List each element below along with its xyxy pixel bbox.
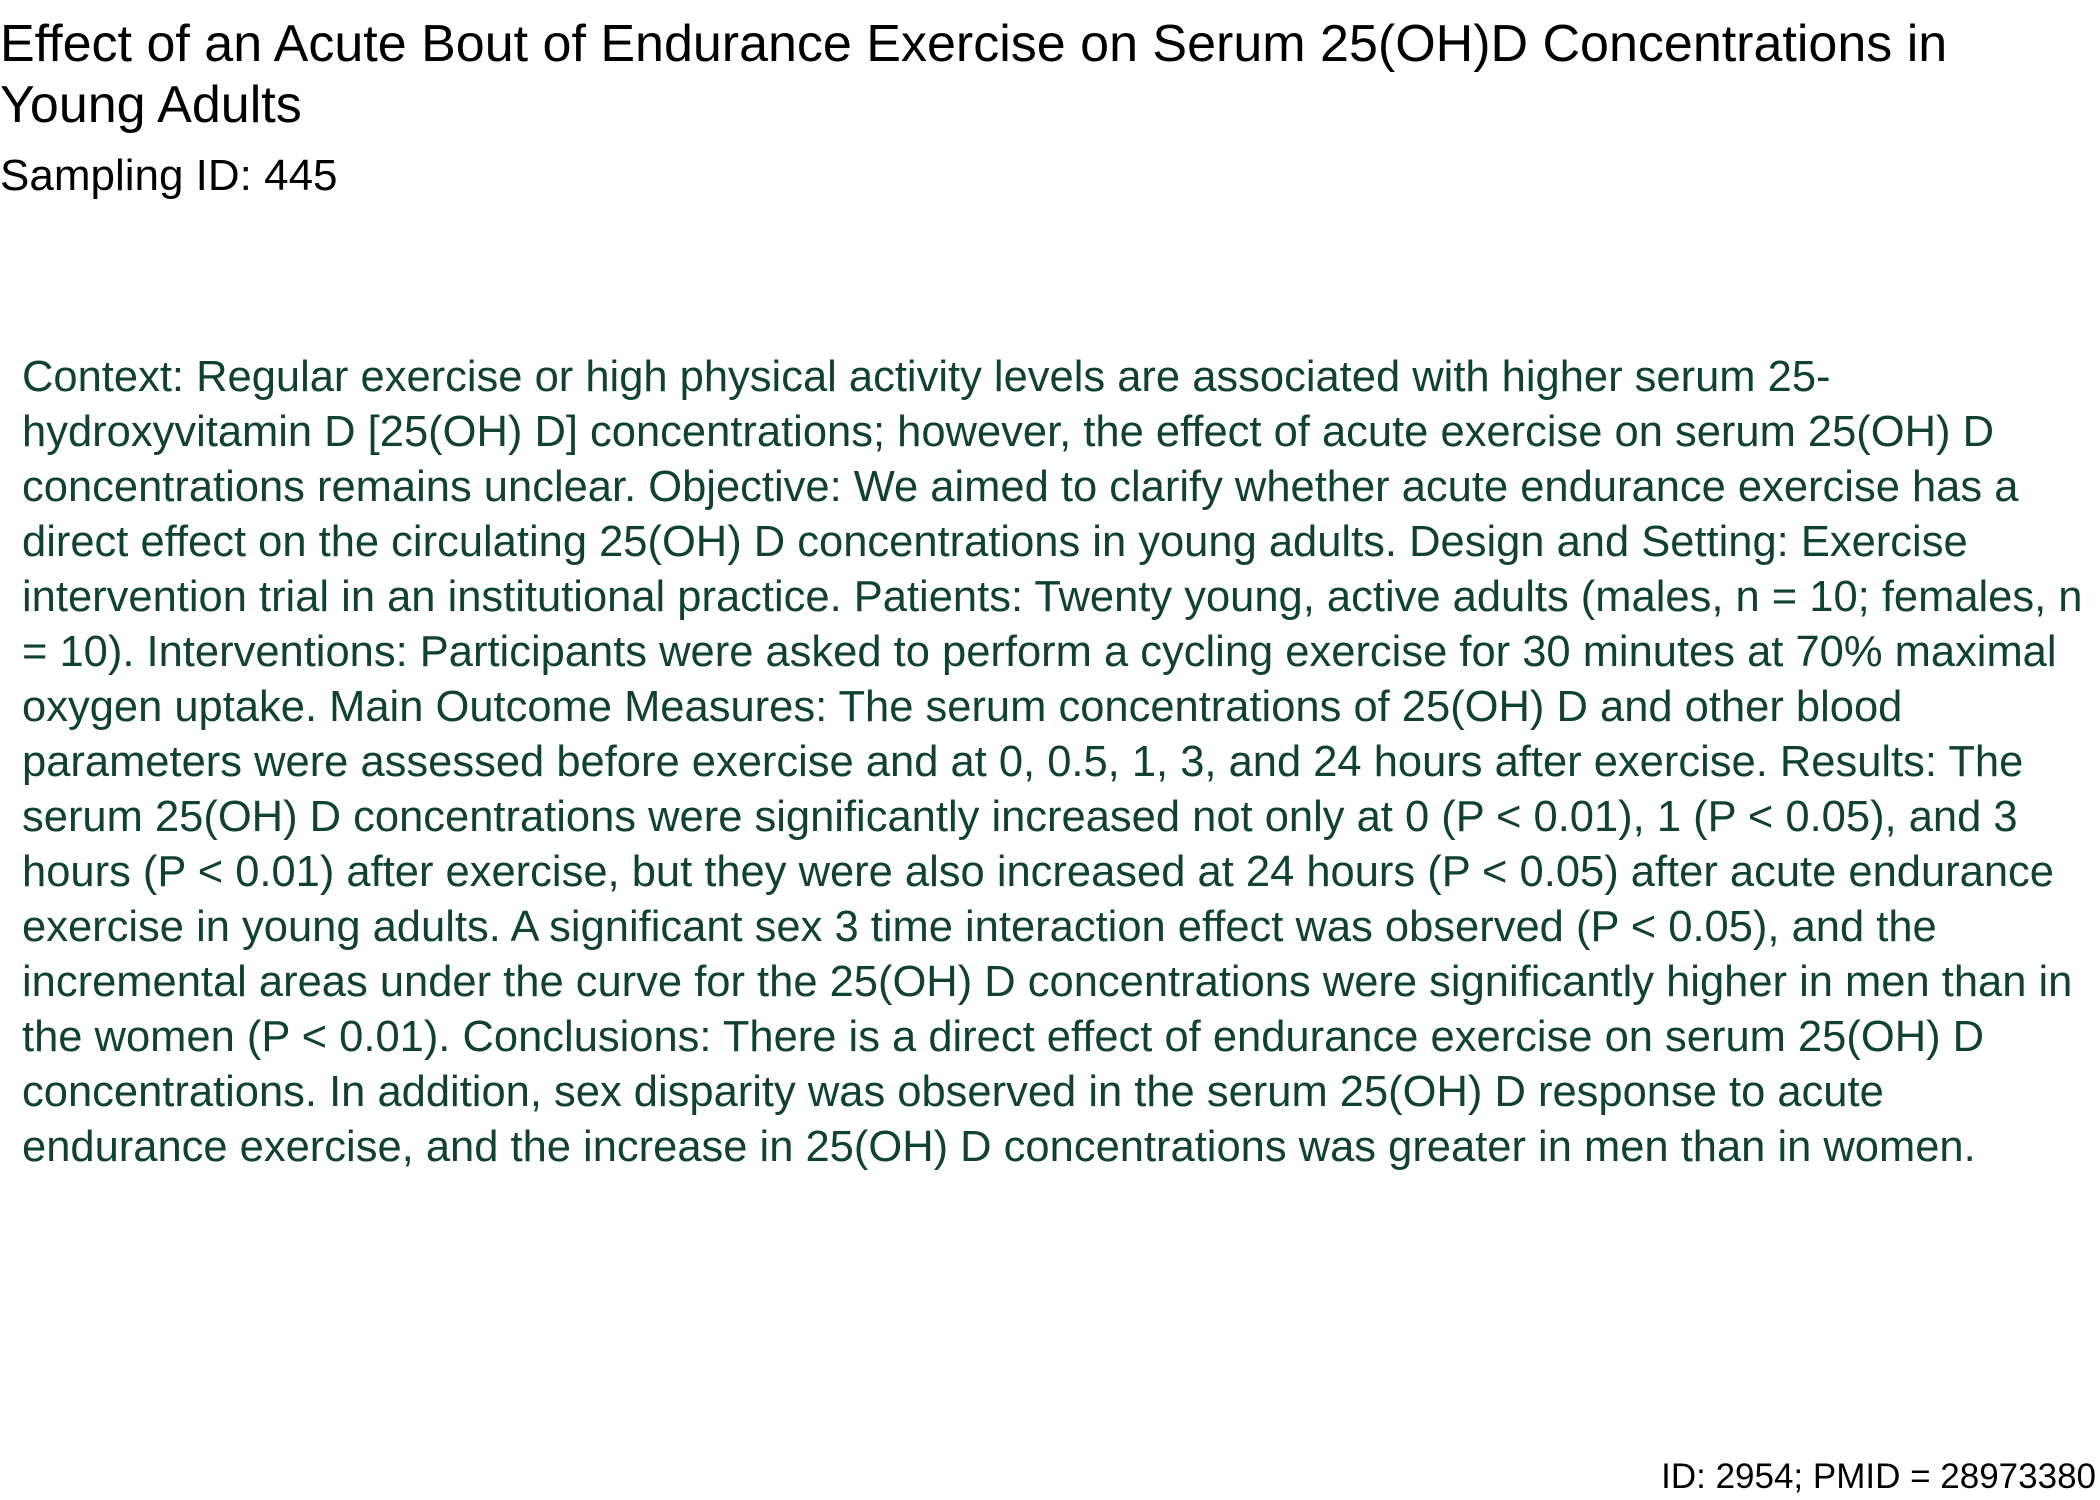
sampling-id: Sampling ID: 445 (0, 151, 338, 200)
abstract-text: Context: Regular exercise or high physic… (22, 353, 2083, 1171)
document-title: Effect of an Acute Bout of Endurance Exe… (0, 15, 1948, 134)
footer-id: ID: 2954; PMID = 28973380 (1661, 1457, 2096, 1496)
